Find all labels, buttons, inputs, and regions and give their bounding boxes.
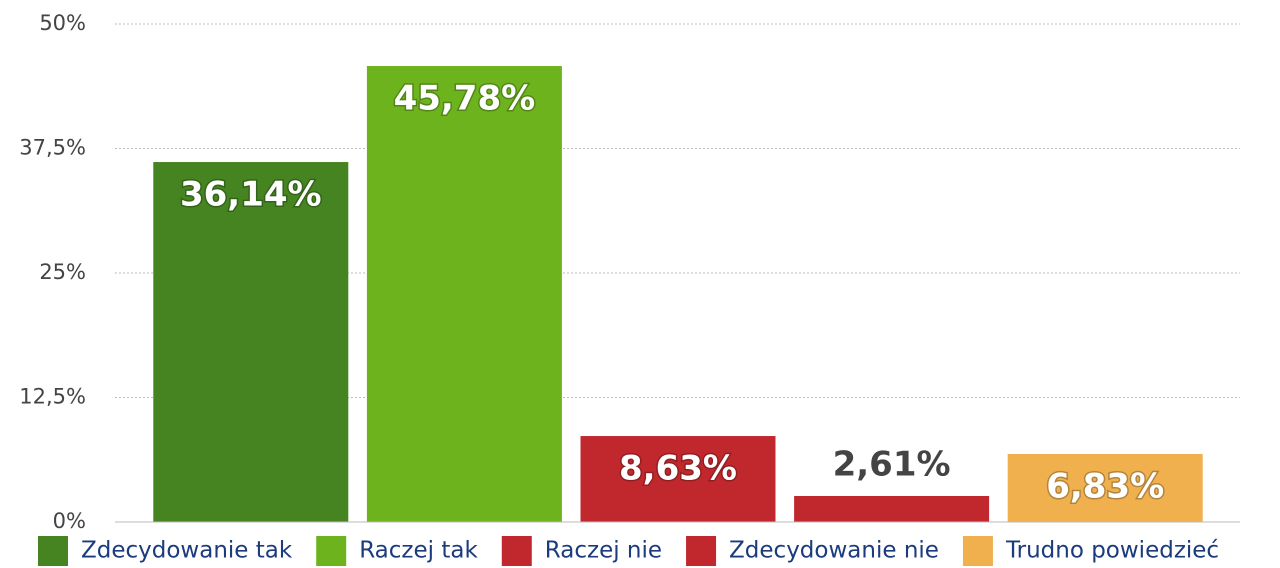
y-tick-label: 50% (39, 11, 86, 35)
bar (794, 496, 990, 522)
value-label: 36,14% (180, 175, 322, 215)
legend-swatch (501, 536, 532, 566)
legend-label: Zdecydowanie tak (81, 538, 293, 564)
legend-label: Zdecydowanie nie (729, 538, 939, 564)
bar (1007, 453, 1203, 522)
y-tick-label: 37,5% (19, 136, 86, 160)
value-label: 6,83% (1046, 466, 1164, 506)
legend-label: Raczej nie (545, 538, 662, 564)
legend-label: Raczej tak (359, 538, 478, 564)
bar (580, 436, 776, 522)
legend-label: Trudno powiedzieć (1005, 538, 1219, 564)
legend-swatch (962, 536, 993, 566)
value-label: 8,63% (619, 449, 737, 489)
legend-swatch (38, 536, 68, 566)
value-label: 45,78% (394, 79, 536, 119)
y-tick-label: 0% (53, 509, 86, 533)
bar (366, 66, 562, 523)
legend-swatch (686, 536, 717, 566)
bar (153, 162, 349, 522)
y-tick-label: 25% (39, 260, 86, 284)
value-label: 2,61% (833, 445, 951, 485)
legend-swatch (316, 536, 347, 566)
y-tick-label: 12,5% (19, 385, 86, 409)
